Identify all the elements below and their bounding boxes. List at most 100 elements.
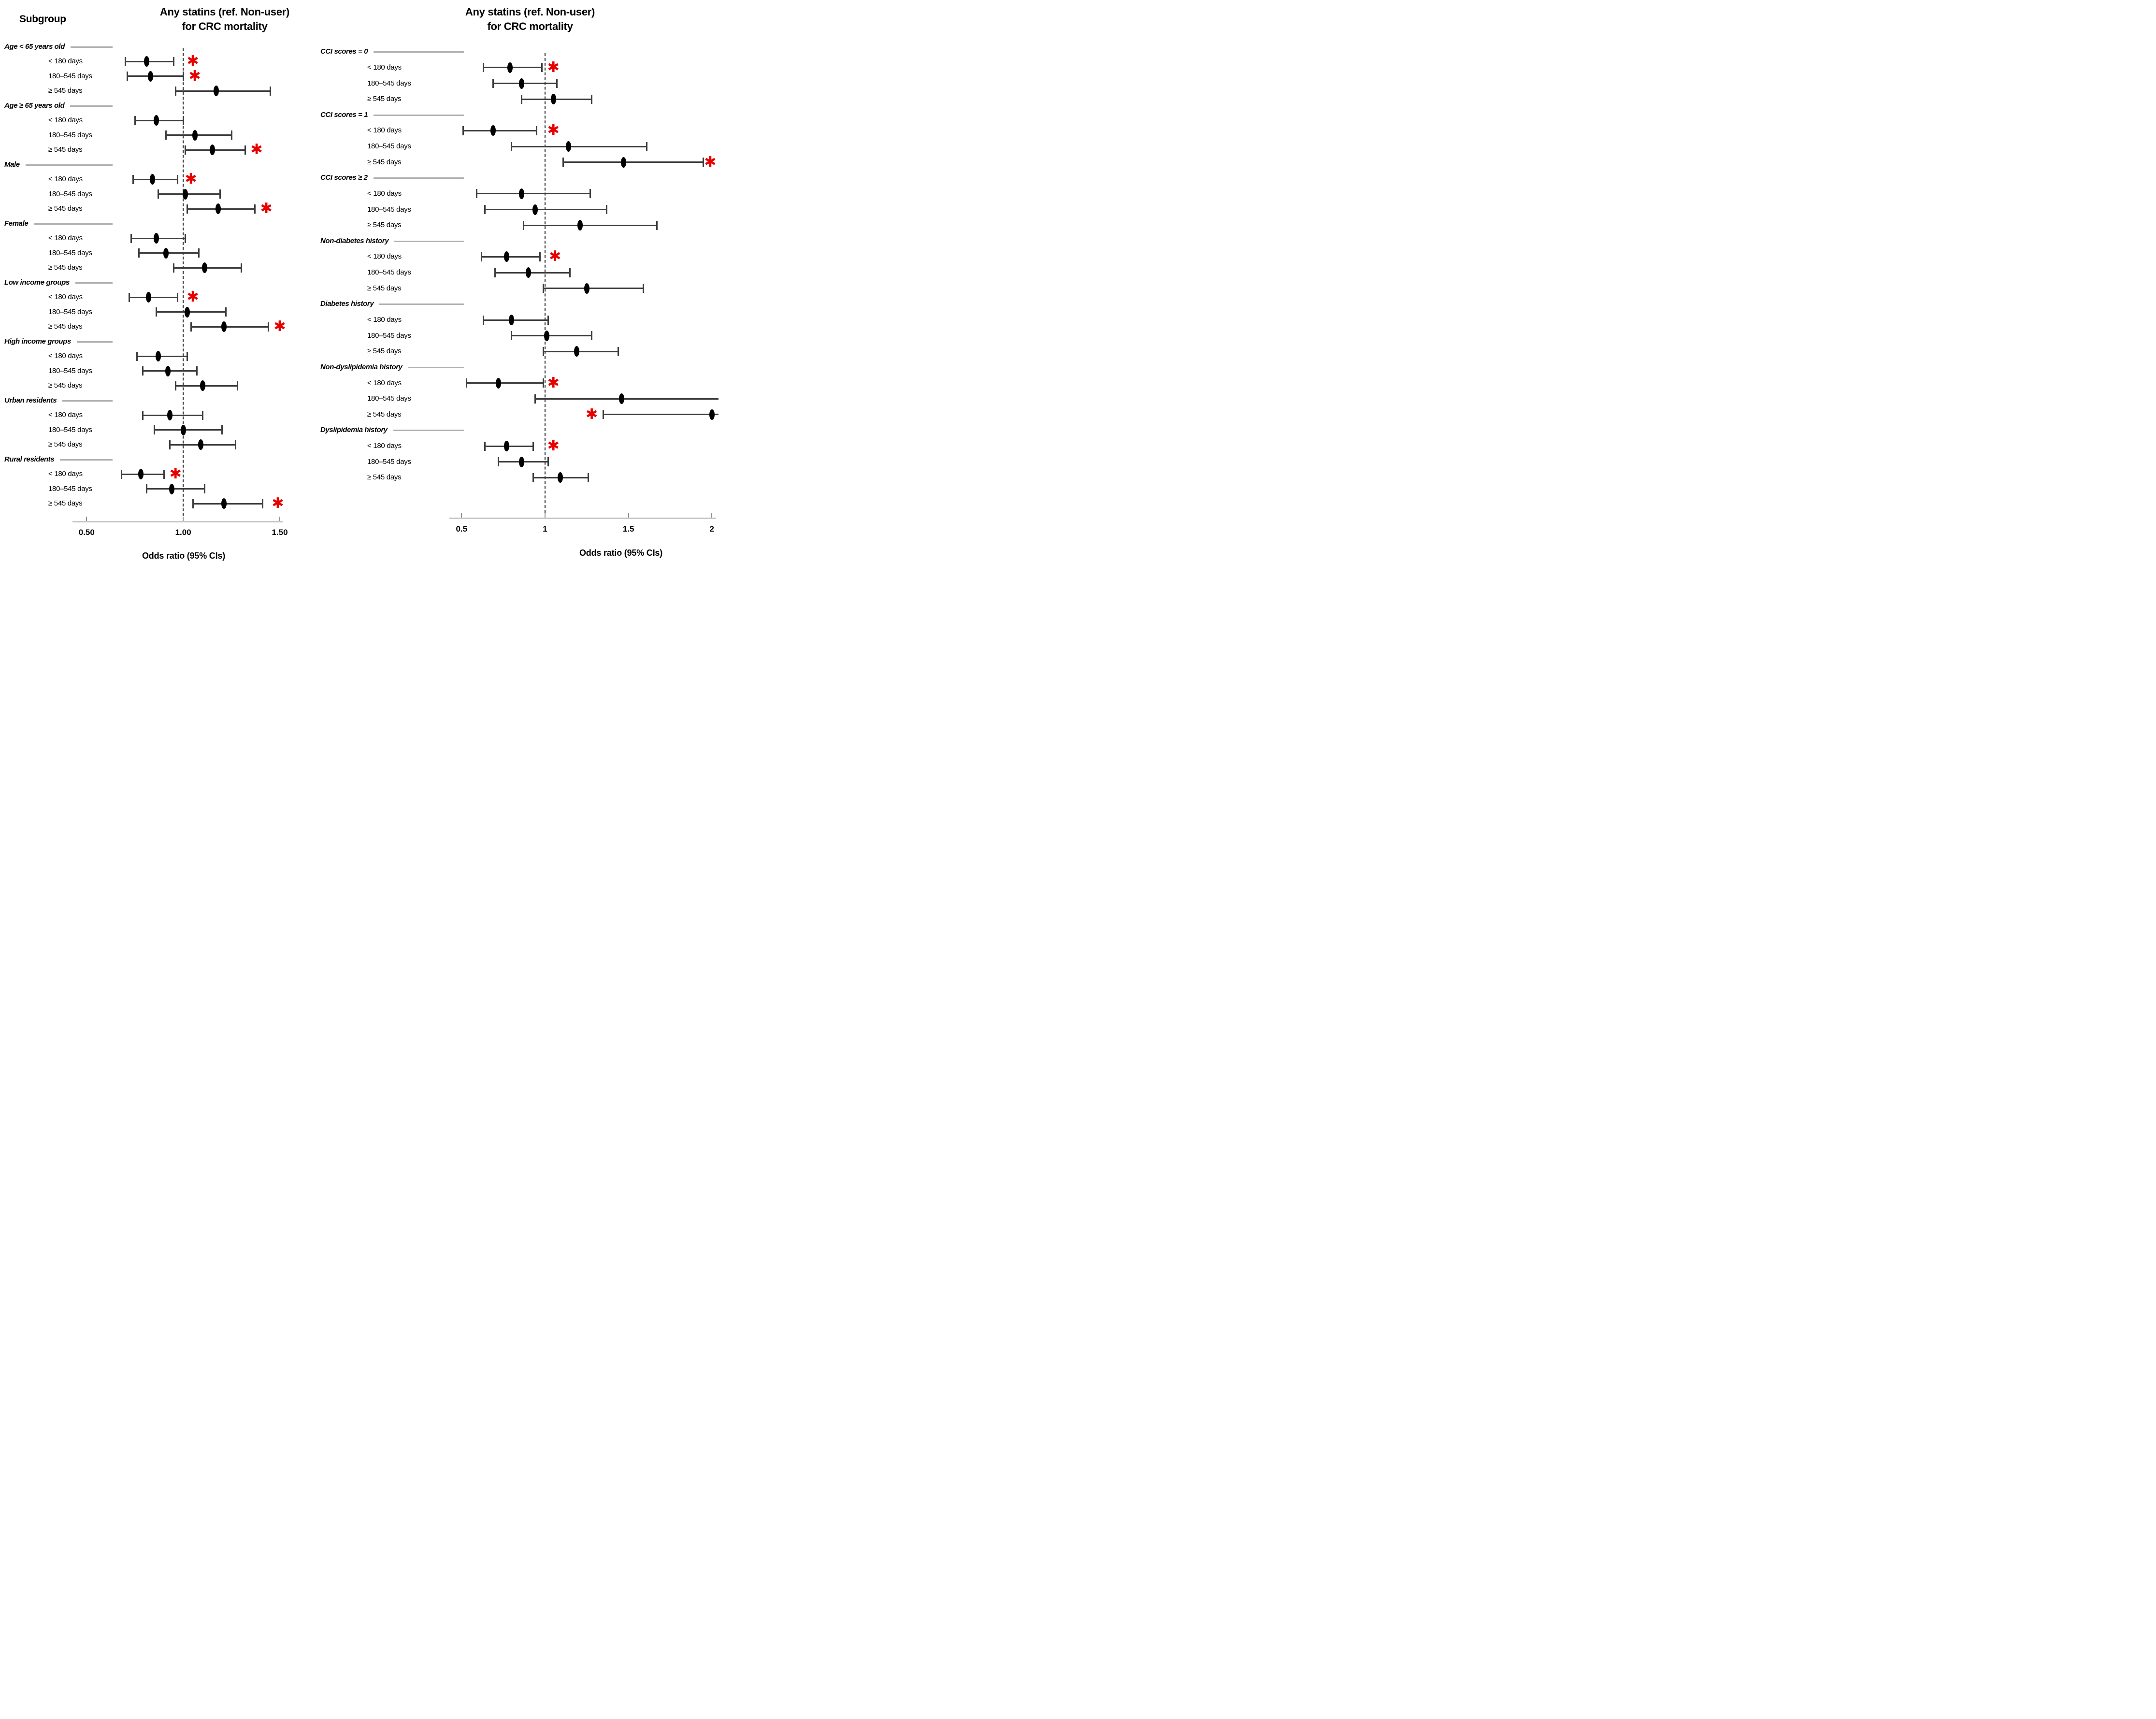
ci-cap-low (132, 174, 134, 184)
right-panel-title-line2: for CRC mortality (487, 20, 573, 32)
ci-cap-high (186, 351, 188, 361)
point-estimate-dot (182, 188, 188, 200)
ci-line (483, 319, 548, 321)
item-label: < 180 days (48, 116, 83, 125)
axis-tick-label: 0.50 (78, 528, 95, 537)
ci-cap-low (142, 410, 144, 420)
group-label: Rural residents (4, 455, 55, 463)
group-label: Diabetes history (320, 300, 374, 308)
ci-cap-low (542, 284, 544, 293)
point-estimate-dot (138, 469, 144, 480)
ci-cap-high (267, 322, 269, 332)
right-panel-title-line1: Any statins (ref. Non-user) (465, 6, 595, 18)
significance-asterisk: ✱ (169, 466, 182, 482)
ci-line (166, 134, 232, 136)
point-estimate-dot (574, 346, 580, 357)
significance-asterisk: ✱ (704, 154, 717, 170)
item-label: 180–545 days (367, 79, 411, 87)
group-label: Female (4, 219, 29, 228)
item-label: 180–545 days (48, 130, 92, 139)
point-estimate-dot (221, 498, 227, 509)
ci-cap-low (497, 457, 499, 467)
ci-line (133, 178, 178, 180)
ci-cap-high (591, 331, 593, 341)
significance-asterisk: ✱ (547, 59, 560, 75)
ci-line (603, 414, 719, 416)
point-estimate-dot (619, 393, 625, 404)
ci-cap-high (569, 268, 571, 277)
item-label: 180–545 days (48, 248, 92, 257)
item-label: < 180 days (48, 175, 83, 184)
axis-tick (544, 513, 546, 518)
significance-asterisk: ✱ (586, 406, 598, 422)
ci-line (521, 98, 592, 100)
ci-cap-low (155, 307, 157, 317)
significance-asterisk: ✱ (188, 68, 201, 84)
ci-line (158, 193, 220, 195)
ci-line (481, 256, 540, 258)
ci-cap-high (201, 410, 203, 420)
group-label: Age ≥ 65 years old (4, 101, 65, 110)
ci-line (535, 398, 719, 400)
item-label: 180–545 days (48, 425, 92, 434)
ci-cap-high (240, 263, 242, 273)
significance-asterisk: ✱ (547, 122, 560, 139)
group-header-rule (26, 164, 113, 166)
item-label: ≥ 545 days (48, 381, 83, 390)
group-label: Urban residents (4, 396, 57, 404)
ci-cap-high (591, 94, 593, 104)
axis-tick (711, 513, 713, 518)
item-label: < 180 days (367, 126, 402, 135)
group-label: High income groups (4, 337, 71, 346)
point-estimate-dot (169, 483, 174, 494)
point-estimate-dot (504, 441, 510, 452)
item-label: 180–545 days (48, 484, 92, 493)
ci-cap-low (475, 189, 477, 199)
point-estimate-dot (519, 78, 525, 89)
point-estimate-dot (163, 247, 169, 259)
point-estimate-dot (155, 351, 161, 362)
item-label: ≥ 545 days (367, 95, 402, 103)
ci-cap-low (484, 441, 486, 451)
group-header-rule (374, 177, 464, 179)
reference-line (183, 48, 184, 521)
forest-plot-figure: Subgroup Any statins (ref. Non-user) for… (0, 0, 719, 573)
ci-cap-high (646, 142, 648, 151)
ci-cap-low (532, 473, 534, 482)
ci-cap-high (182, 116, 184, 125)
group-label: Low income groups (4, 278, 70, 287)
group-label: CCI scores = 0 (320, 47, 368, 56)
ci-line (493, 83, 557, 85)
item-label: < 180 days (367, 316, 402, 324)
ci-line (511, 145, 647, 147)
point-estimate-dot (184, 306, 190, 318)
ci-cap-high (618, 347, 619, 356)
ci-line (523, 224, 657, 226)
ci-line (191, 326, 268, 328)
ci-cap-low (134, 116, 136, 125)
ci-cap-low (136, 351, 138, 361)
item-label: < 180 days (367, 63, 402, 72)
ci-cap-high (254, 204, 256, 214)
ci-cap-high (225, 307, 227, 317)
ci-line (476, 193, 590, 195)
ci-cap-low (542, 347, 544, 356)
ci-cap-low (184, 145, 186, 155)
item-label: ≥ 545 days (367, 158, 402, 166)
ci-cap-low (186, 204, 188, 214)
point-estimate-dot (165, 365, 171, 376)
ci-cap-high (203, 484, 205, 494)
point-estimate-dot (550, 94, 556, 105)
ci-cap-low (142, 366, 144, 376)
ci-cap-low (174, 381, 176, 390)
point-estimate-dot (198, 439, 203, 450)
ci-cap-low (138, 248, 140, 258)
significance-asterisk: ✱ (272, 495, 284, 512)
item-label: ≥ 545 days (367, 347, 402, 356)
ci-cap-low (190, 322, 192, 332)
ci-cap-high (236, 381, 238, 390)
point-estimate-dot (709, 409, 715, 420)
ci-line (127, 75, 184, 77)
ci-cap-high (606, 205, 608, 215)
item-label: ≥ 545 days (367, 221, 402, 230)
